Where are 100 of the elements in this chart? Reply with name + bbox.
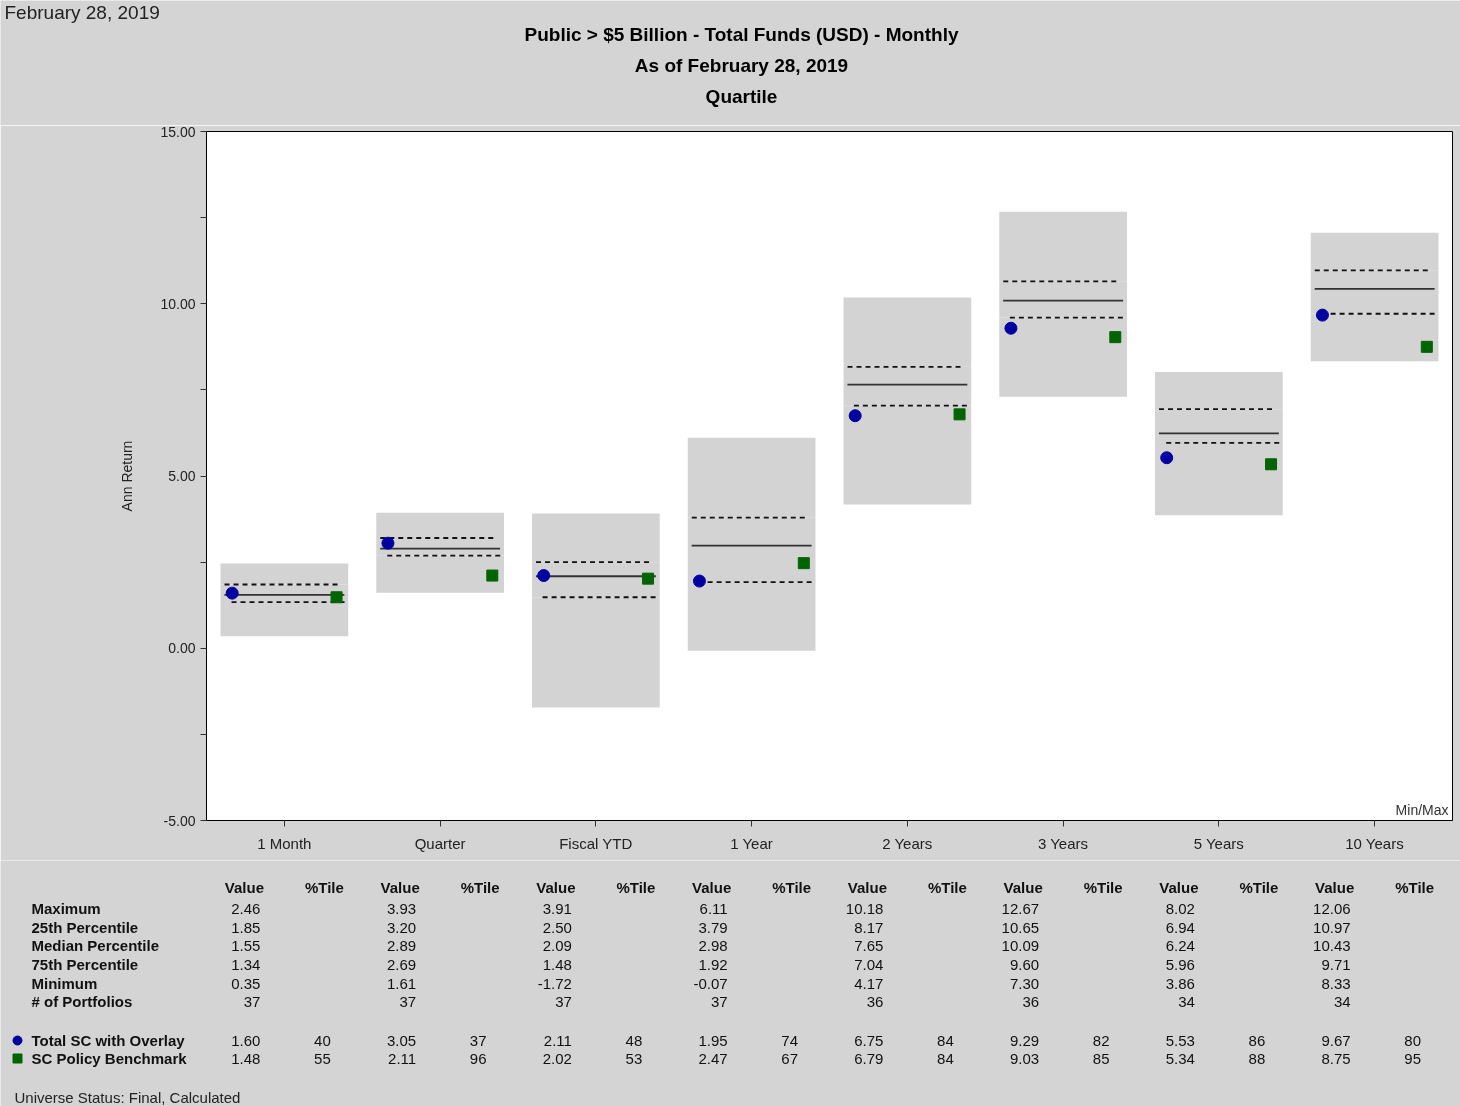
text: 1.85: [231, 918, 261, 936]
text: 96: [469, 1049, 487, 1067]
x-tick-label: Fiscal YTD: [559, 834, 633, 852]
x-tick-label: 1 Month: [257, 834, 312, 852]
text: 85: [1092, 1049, 1110, 1067]
text: Value: [380, 879, 420, 896]
text: 12.06: [1313, 899, 1351, 917]
text: 34: [1178, 992, 1195, 1010]
data-label: 1.48: [231, 1049, 261, 1067]
text: 74: [781, 1031, 798, 1049]
text: Maximum: [31, 900, 101, 917]
text: %Tile: [772, 879, 812, 896]
data-label: 9.67: [1321, 1031, 1351, 1049]
text: 8.02: [1165, 899, 1195, 917]
text: 82: [1092, 1031, 1110, 1049]
text: 10.09: [1001, 936, 1040, 954]
y-axis-title: Ann Return: [119, 440, 136, 512]
text: %Tile: [927, 879, 967, 896]
text: 84: [937, 1049, 954, 1067]
text: 6.24: [1165, 936, 1195, 954]
text: -0.07: [693, 974, 728, 992]
y-tick-label: 5.00: [168, 468, 196, 484]
text: 37: [710, 992, 728, 1010]
text: 2.09: [542, 936, 572, 954]
data-label: 2.11: [543, 1031, 572, 1049]
text: Median Percentile: [31, 937, 160, 954]
chart-subtitle: As of February 28, 2019 Quartile: [634, 55, 849, 107]
data-label: 5.34: [1165, 1049, 1195, 1067]
text: 2.98: [698, 936, 728, 954]
text: 1.92: [698, 955, 728, 973]
text: 36: [866, 992, 884, 1010]
text: 53: [625, 1049, 643, 1067]
text: %Tile: [1239, 879, 1279, 896]
data-label: 9.03: [1009, 1049, 1040, 1067]
text: 88: [1248, 1049, 1266, 1067]
text: 2.69: [386, 955, 417, 973]
x-tick-label: 5 Years: [1193, 834, 1244, 852]
text: 1.48: [542, 955, 572, 973]
text: Value: [847, 879, 887, 896]
annotation: Min/Max: [1395, 801, 1449, 818]
text: 7.65: [854, 936, 884, 954]
x-tick-label: 1 Year: [730, 834, 773, 852]
text: 84: [937, 1031, 954, 1049]
y-tick-label: 0.00: [168, 640, 196, 657]
text: 55: [314, 1049, 331, 1067]
text: 86: [1248, 1031, 1266, 1049]
x-tick-label: Quarter: [414, 834, 466, 852]
text: Value: [1003, 879, 1043, 896]
text: Value: [224, 879, 264, 896]
text: 6.11: [699, 899, 728, 917]
text: %Tile: [616, 879, 656, 896]
data-label: 5.53: [1165, 1031, 1195, 1049]
text: Value: [1159, 879, 1199, 896]
data-label: 2.47: [698, 1049, 728, 1067]
text: 2.50: [542, 918, 572, 936]
text: 7.30: [1009, 974, 1040, 992]
text: 2.89: [386, 936, 417, 954]
chart-title: Public > $5 Billion - Total Funds (USD) - Monthly: [524, 24, 959, 45]
x-tick-label: 2 Years: [882, 834, 933, 852]
text: 0.35: [231, 974, 261, 992]
text: 67: [781, 1049, 798, 1067]
text: 1.34: [231, 955, 261, 973]
data-label: 9.29: [1009, 1031, 1040, 1049]
y-tick-label: 15.00: [160, 123, 196, 140]
text: 9.71: [1321, 955, 1351, 973]
text: 3.20: [386, 918, 417, 936]
text: 10.43: [1313, 936, 1351, 954]
text: 10.97: [1313, 918, 1351, 936]
text: 1.55: [231, 936, 261, 954]
text: 8.33: [1321, 974, 1351, 992]
text: Minimum: [31, 975, 98, 992]
text: 3.86: [1165, 974, 1195, 992]
text: Value: [536, 879, 576, 896]
data-label: 1.95: [698, 1031, 728, 1049]
x-tick-label: 3 Years: [1037, 834, 1089, 852]
text: 25th Percentile: [31, 919, 139, 936]
data-label: 1.60: [231, 1031, 261, 1049]
text: 3.79: [698, 918, 728, 936]
text: 1.61: [386, 974, 417, 992]
legend-label: SC Policy Benchmark: [31, 1050, 188, 1067]
text: Universe Status: Final, Calculated: [14, 1089, 241, 1106]
text: 40: [314, 1031, 331, 1049]
data-label: 6.75: [854, 1031, 884, 1049]
data-label: 2.11: [388, 1049, 417, 1067]
text: %Tile: [460, 879, 500, 896]
text: 75th Percentile: [31, 956, 139, 973]
text: 80: [1404, 1031, 1421, 1049]
text: 95: [1404, 1049, 1421, 1067]
text: 3.91: [542, 899, 572, 917]
text: 36: [1022, 992, 1040, 1010]
text: %Tile: [1083, 879, 1123, 896]
y-tick-label: 10.00: [160, 295, 196, 312]
text: February 28, 2019: [4, 2, 160, 23]
text: 48: [625, 1031, 643, 1049]
x-tick-label: 10 Years: [1345, 834, 1404, 852]
data-label: 2.02: [542, 1049, 572, 1067]
text: Value: [692, 879, 732, 896]
text: 5.96: [1165, 955, 1195, 973]
text: 37: [399, 992, 417, 1010]
text: Value: [1315, 879, 1355, 896]
